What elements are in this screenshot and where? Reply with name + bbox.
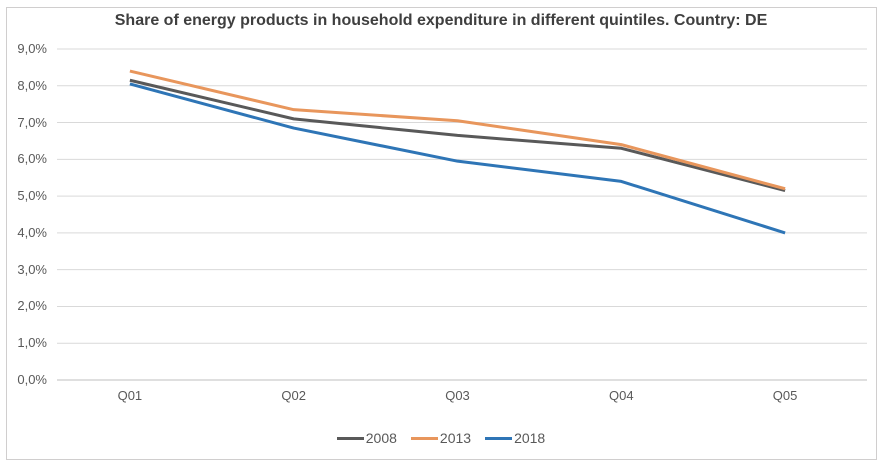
legend-item-2013: 2013 (410, 430, 472, 446)
series-line-2018 (129, 82, 786, 235)
x-tick-label: Q04 (609, 388, 634, 403)
y-tick-label: 5,0% (17, 188, 47, 204)
x-tick-label: Q03 (445, 388, 470, 403)
y-tick-label: 9,0% (17, 41, 47, 56)
series-line-2008 (129, 78, 786, 193)
chart-title: Share of energy products in household ex… (114, 12, 768, 29)
y-tick-label: 4,0% (17, 224, 47, 240)
legend-line-marker (410, 436, 438, 440)
x-tick-label: Q01 (117, 388, 143, 403)
y-tick-label: 1,0% (17, 335, 47, 351)
y-tick-label: 3,0% (17, 261, 47, 277)
legend: 2008 2013 2018 (0, 430, 882, 446)
y-tick-label: 6,0% (17, 151, 47, 167)
legend-label: 2018 (514, 430, 546, 446)
legend-label: 2013 (439, 430, 472, 446)
legend-item-2018: 2018 (485, 430, 545, 446)
legend-label: 2008 (365, 430, 397, 446)
x-tick-label: Q02 (281, 388, 306, 403)
y-tick-label: 7,0% (17, 114, 47, 130)
y-tick-label: 0,0% (17, 372, 47, 387)
y-tick-label: 2,0% (17, 298, 47, 314)
legend-line-marker (485, 436, 513, 440)
series-line-2013 (129, 69, 786, 191)
x-tick-label: Q05 (772, 388, 798, 403)
y-tick-label: 8,0% (17, 77, 47, 93)
legend-item-2008: 2008 (336, 430, 397, 446)
legend-line-marker (336, 436, 364, 440)
